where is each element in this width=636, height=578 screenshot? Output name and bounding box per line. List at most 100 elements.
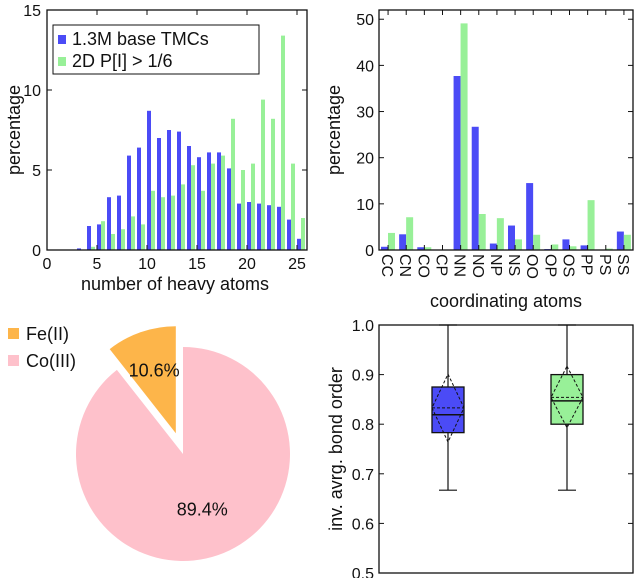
x-tick-label: OO: [523, 254, 540, 279]
histogram-bar: [197, 157, 201, 250]
coord-bar: [406, 217, 414, 250]
histogram-bar: [207, 152, 211, 250]
y-tick-label: 50: [356, 12, 374, 29]
x-tick-label: PP: [578, 254, 595, 275]
histogram-bar: [267, 205, 271, 250]
y-tick-label: 10: [23, 83, 41, 100]
box: [431, 386, 465, 434]
coord-bar: [569, 246, 577, 250]
legend-label: Fe(II): [26, 324, 69, 344]
legend-swatch: [58, 57, 66, 66]
y-tick-label: 40: [356, 58, 374, 75]
histogram-bar: [111, 234, 115, 250]
histogram-bar: [167, 130, 171, 250]
histogram-bar: [201, 190, 205, 250]
coord-bar: [496, 218, 504, 250]
x-tick-label: 5: [93, 256, 102, 273]
coord-bar: [562, 239, 570, 250]
legend-swatch: [8, 328, 19, 339]
coord-xlabel: coordinating atoms: [430, 291, 582, 311]
histogram-bar: [231, 118, 235, 250]
coord-bar: [417, 247, 425, 250]
legend-label: Co(III): [26, 351, 76, 371]
histogram-bar: [271, 118, 275, 250]
x-tick-label: PS: [596, 254, 613, 275]
box-plot-frame: [378, 324, 634, 574]
y-tick-label: 20: [356, 151, 374, 168]
pie-slice: [75, 346, 290, 561]
coord-bar: [478, 214, 486, 250]
x-tick-label: NO: [469, 254, 486, 278]
x-tick-label: NN: [451, 254, 468, 277]
coord-bar: [508, 225, 515, 250]
coord-bar: [605, 248, 613, 250]
sd-diamond: [431, 372, 465, 444]
y-tick-label: 0.6: [352, 516, 374, 533]
histogram-bar: [237, 203, 241, 250]
legend-swatch: [8, 355, 19, 366]
y-tick-label: 15: [23, 3, 41, 20]
y-tick-label: 0.5: [352, 566, 374, 578]
histogram-ylabel: percentage: [4, 85, 24, 175]
histogram-bar: [147, 110, 151, 250]
coord-ylabel: percentage: [324, 85, 344, 175]
bond-order-box-plot: inv. avrg. bond order 0.5 0.6 0.7 0.8 0.9 1.0: [326, 318, 634, 578]
coord-bar: [424, 247, 432, 250]
y-tick-label: 5: [32, 163, 41, 180]
histogram-bar: [241, 170, 245, 250]
histogram-bar: [171, 195, 175, 250]
y-tick-label: 0.8: [352, 417, 374, 434]
histogram-bar: [157, 138, 161, 250]
x-tick-label: OS: [560, 254, 577, 277]
histogram-bar: [281, 35, 285, 250]
histogram-bar: [87, 226, 91, 250]
sd-diamond: [550, 365, 584, 429]
coord-bar: [551, 244, 559, 250]
y-tick-label: 0: [32, 243, 41, 260]
box: [550, 373, 584, 425]
histogram-bar: [217, 152, 221, 250]
histogram-bar: [211, 163, 215, 250]
coord-bar: [526, 183, 534, 250]
x-tick-label: CC: [378, 254, 395, 277]
x-tick-label: CO: [414, 254, 431, 278]
x-tick-label: 15: [188, 256, 206, 273]
x-tick-label: CP: [433, 254, 450, 276]
histogram-bar: [177, 131, 181, 250]
histogram-bar: [127, 155, 131, 250]
histogram-bar: [91, 246, 95, 250]
histogram-bar: [291, 163, 295, 250]
histogram-bar: [287, 219, 291, 250]
x-tick-label: NS: [505, 254, 522, 276]
coord-bar: [388, 232, 395, 250]
histogram-bar: [137, 147, 141, 250]
histogram-bar: [227, 168, 231, 250]
histogram-bar: [251, 163, 255, 250]
histogram-bar: [187, 146, 191, 250]
histogram-bar: [257, 203, 261, 250]
coord-bar: [515, 239, 522, 250]
coord-bar: [399, 234, 407, 250]
histogram-bar: [151, 190, 155, 250]
histogram-bar: [181, 184, 185, 250]
coord-bar: [623, 234, 631, 250]
y-tick-label: 1.0: [352, 318, 374, 335]
y-tick-label: 30: [356, 105, 374, 122]
x-tick-label: NP: [487, 254, 504, 276]
coord-frame: [378, 9, 634, 251]
coord-bar: [580, 245, 588, 250]
histogram-bar: [141, 224, 145, 250]
histogram-bar: [101, 221, 105, 250]
x-tick-label: 25: [288, 256, 306, 273]
coord-bar: [533, 234, 541, 250]
x-tick-label: 0: [43, 256, 52, 273]
coord-bar: [460, 23, 468, 251]
histogram-xlabel: number of heavy atoms: [81, 274, 269, 294]
y-tick-label: 0.7: [352, 467, 374, 484]
histogram-bar: [97, 224, 101, 250]
pie-slice-label: 10.6%: [129, 361, 180, 381]
legend-label: 2D P[I] > 1/6: [72, 51, 173, 71]
histogram-bar: [117, 195, 121, 250]
legend-swatch: [58, 35, 66, 44]
